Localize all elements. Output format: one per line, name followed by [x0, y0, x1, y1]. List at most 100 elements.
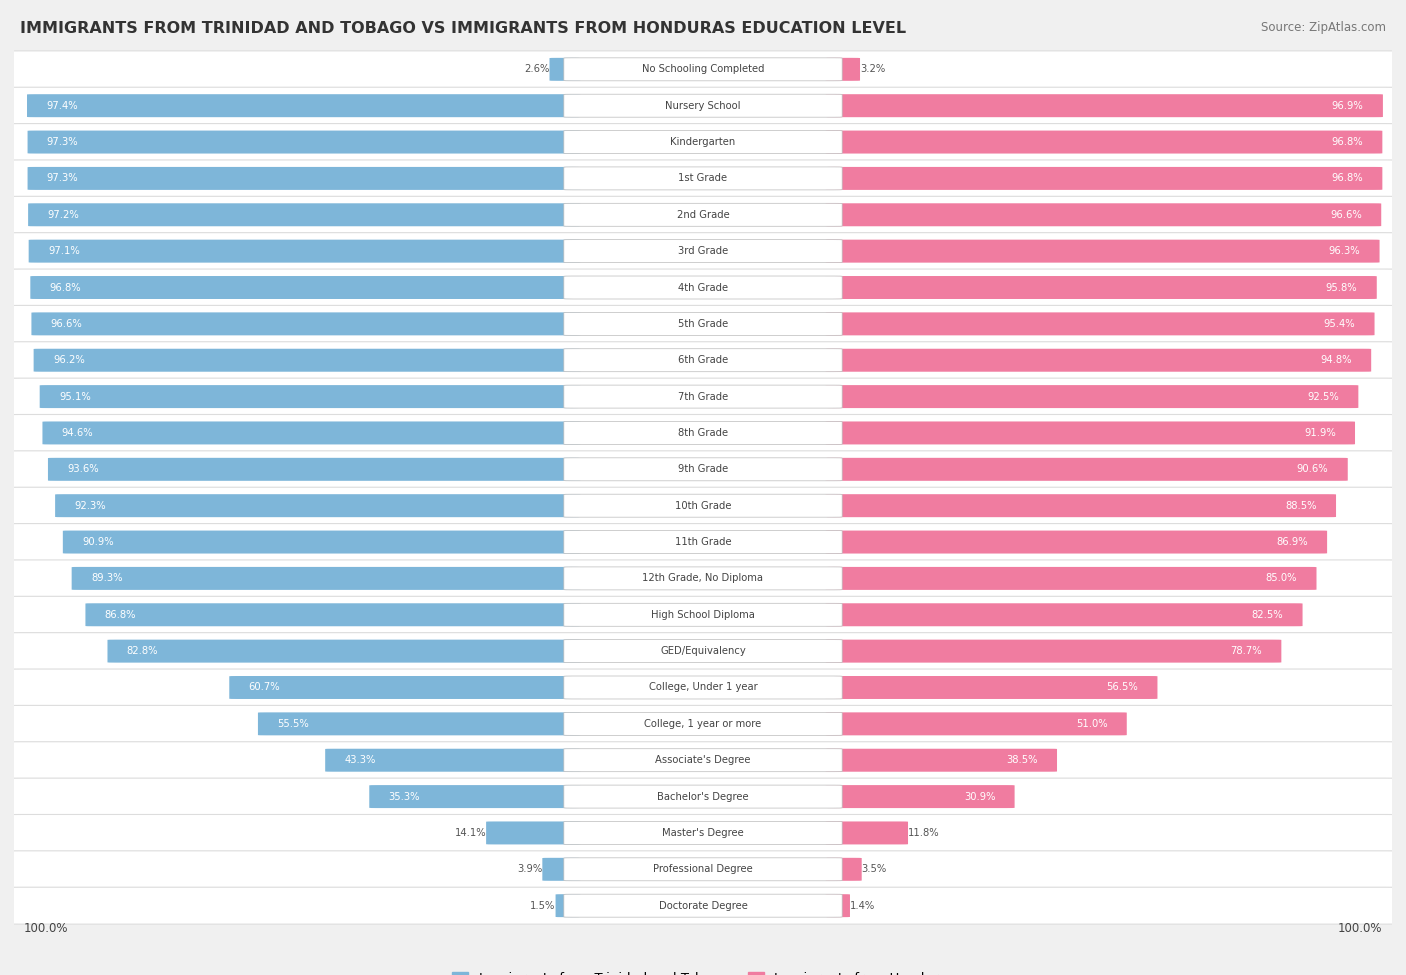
- Text: 95.8%: 95.8%: [1326, 283, 1357, 292]
- Text: 1.4%: 1.4%: [851, 901, 875, 911]
- FancyBboxPatch shape: [564, 749, 842, 771]
- FancyBboxPatch shape: [48, 458, 581, 481]
- Text: Nursery School: Nursery School: [665, 100, 741, 111]
- Text: 92.3%: 92.3%: [75, 501, 105, 511]
- FancyBboxPatch shape: [825, 458, 1348, 481]
- FancyBboxPatch shape: [825, 713, 1126, 735]
- Text: 89.3%: 89.3%: [91, 573, 122, 583]
- Text: 3.5%: 3.5%: [862, 864, 887, 875]
- FancyBboxPatch shape: [825, 240, 1379, 262]
- FancyBboxPatch shape: [10, 669, 1396, 706]
- FancyBboxPatch shape: [825, 95, 1384, 117]
- FancyBboxPatch shape: [564, 640, 842, 663]
- Text: 96.3%: 96.3%: [1329, 246, 1360, 256]
- FancyBboxPatch shape: [564, 530, 842, 554]
- Legend: Immigrants from Trinidad and Tobago, Immigrants from Honduras: Immigrants from Trinidad and Tobago, Imm…: [453, 972, 953, 975]
- FancyBboxPatch shape: [31, 276, 581, 299]
- FancyBboxPatch shape: [10, 269, 1396, 306]
- Text: Associate's Degree: Associate's Degree: [655, 756, 751, 765]
- Text: 11.8%: 11.8%: [908, 828, 939, 838]
- FancyBboxPatch shape: [10, 196, 1396, 233]
- Text: Professional Degree: Professional Degree: [654, 864, 752, 875]
- Text: 96.6%: 96.6%: [1330, 210, 1362, 219]
- Text: 10th Grade: 10th Grade: [675, 501, 731, 511]
- FancyBboxPatch shape: [10, 851, 1396, 888]
- FancyBboxPatch shape: [10, 414, 1396, 451]
- Text: 1.5%: 1.5%: [530, 901, 555, 911]
- FancyBboxPatch shape: [31, 312, 581, 335]
- FancyBboxPatch shape: [825, 204, 1381, 226]
- FancyBboxPatch shape: [564, 676, 842, 699]
- Text: 3.9%: 3.9%: [517, 864, 543, 875]
- FancyBboxPatch shape: [28, 204, 581, 226]
- FancyBboxPatch shape: [257, 713, 581, 735]
- FancyBboxPatch shape: [370, 785, 581, 808]
- FancyBboxPatch shape: [107, 640, 581, 663]
- Text: 82.5%: 82.5%: [1251, 609, 1284, 620]
- Text: 11th Grade: 11th Grade: [675, 537, 731, 547]
- Text: 96.6%: 96.6%: [51, 319, 83, 329]
- FancyBboxPatch shape: [28, 167, 581, 190]
- FancyBboxPatch shape: [543, 858, 581, 880]
- FancyBboxPatch shape: [825, 604, 1302, 626]
- FancyBboxPatch shape: [10, 633, 1396, 670]
- Text: College, 1 year or more: College, 1 year or more: [644, 719, 762, 729]
- Text: GED/Equivalency: GED/Equivalency: [661, 646, 745, 656]
- Text: High School Diploma: High School Diploma: [651, 609, 755, 620]
- Text: 55.5%: 55.5%: [277, 719, 309, 729]
- Text: 51.0%: 51.0%: [1076, 719, 1108, 729]
- FancyBboxPatch shape: [10, 305, 1396, 342]
- FancyBboxPatch shape: [42, 421, 581, 445]
- FancyBboxPatch shape: [10, 887, 1396, 924]
- Text: Bachelor's Degree: Bachelor's Degree: [657, 792, 749, 801]
- Text: 96.8%: 96.8%: [1331, 137, 1362, 147]
- FancyBboxPatch shape: [825, 894, 851, 917]
- Text: 35.3%: 35.3%: [388, 792, 420, 801]
- Text: 86.9%: 86.9%: [1277, 537, 1308, 547]
- FancyBboxPatch shape: [10, 378, 1396, 415]
- FancyBboxPatch shape: [825, 858, 862, 880]
- FancyBboxPatch shape: [825, 276, 1376, 299]
- Text: 90.9%: 90.9%: [82, 537, 114, 547]
- Text: 60.7%: 60.7%: [249, 682, 280, 692]
- Text: 96.9%: 96.9%: [1331, 100, 1364, 111]
- FancyBboxPatch shape: [86, 604, 581, 626]
- FancyBboxPatch shape: [564, 785, 842, 808]
- Text: 94.8%: 94.8%: [1320, 355, 1353, 366]
- Text: 94.6%: 94.6%: [62, 428, 93, 438]
- FancyBboxPatch shape: [550, 58, 581, 81]
- Text: 96.8%: 96.8%: [1331, 174, 1362, 183]
- FancyBboxPatch shape: [10, 597, 1396, 633]
- Text: 97.4%: 97.4%: [46, 100, 77, 111]
- FancyBboxPatch shape: [229, 676, 581, 699]
- Text: 3.2%: 3.2%: [860, 64, 886, 74]
- Text: 88.5%: 88.5%: [1285, 501, 1317, 511]
- FancyBboxPatch shape: [10, 488, 1396, 525]
- Text: 100.0%: 100.0%: [1337, 921, 1382, 935]
- FancyBboxPatch shape: [555, 894, 581, 917]
- FancyBboxPatch shape: [10, 160, 1396, 197]
- Text: No Schooling Completed: No Schooling Completed: [641, 64, 765, 74]
- FancyBboxPatch shape: [564, 894, 842, 917]
- FancyBboxPatch shape: [63, 530, 581, 554]
- FancyBboxPatch shape: [10, 778, 1396, 815]
- Text: 9th Grade: 9th Grade: [678, 464, 728, 474]
- Text: 4th Grade: 4th Grade: [678, 283, 728, 292]
- FancyBboxPatch shape: [10, 524, 1396, 561]
- Text: 56.5%: 56.5%: [1107, 682, 1139, 692]
- FancyBboxPatch shape: [34, 349, 581, 371]
- FancyBboxPatch shape: [564, 858, 842, 880]
- Text: 82.8%: 82.8%: [127, 646, 159, 656]
- Text: 30.9%: 30.9%: [963, 792, 995, 801]
- FancyBboxPatch shape: [564, 276, 842, 299]
- Text: Doctorate Degree: Doctorate Degree: [658, 901, 748, 911]
- Text: 97.2%: 97.2%: [48, 210, 79, 219]
- FancyBboxPatch shape: [825, 566, 1316, 590]
- FancyBboxPatch shape: [825, 312, 1375, 335]
- Text: 7th Grade: 7th Grade: [678, 392, 728, 402]
- Text: Kindergarten: Kindergarten: [671, 137, 735, 147]
- FancyBboxPatch shape: [825, 640, 1281, 663]
- Text: 12th Grade, No Diploma: 12th Grade, No Diploma: [643, 573, 763, 583]
- FancyBboxPatch shape: [564, 204, 842, 226]
- FancyBboxPatch shape: [564, 349, 842, 371]
